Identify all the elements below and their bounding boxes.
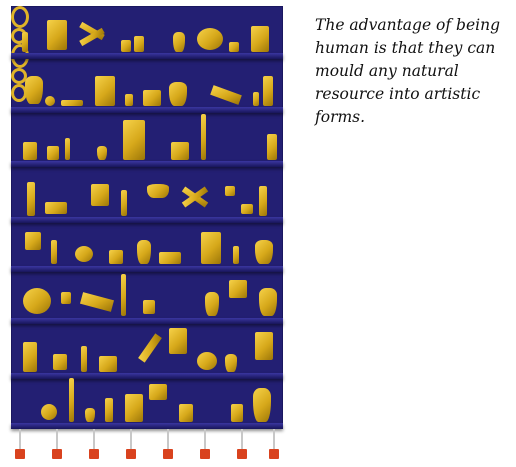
hook: [200, 429, 210, 459]
gold-miniature: [171, 142, 189, 160]
gold-miniature: [61, 100, 83, 106]
gold-miniature: [134, 36, 144, 52]
hook-tip: [237, 449, 247, 459]
shelf: [11, 161, 283, 167]
gold-miniature: [22, 32, 28, 52]
gold-miniature: [53, 354, 67, 370]
gold-miniature: [201, 232, 221, 264]
gold-miniature: [241, 204, 253, 214]
hook: [52, 429, 62, 459]
hook: [89, 429, 99, 459]
gold-miniature: [197, 352, 217, 370]
gold-miniature: [251, 26, 269, 52]
gold-miniature: [231, 404, 243, 422]
gold-miniature: [47, 20, 67, 50]
gold-miniature: [91, 184, 109, 206]
hook-row: [11, 429, 283, 463]
gold-miniature: [259, 288, 277, 316]
hook: [237, 429, 247, 459]
hook: [269, 429, 279, 459]
gold-miniature: [23, 142, 37, 160]
gold-miniature: [123, 120, 145, 160]
shelf: [11, 217, 283, 223]
gold-miniature: [138, 333, 162, 363]
shelf: [11, 318, 283, 324]
gold-miniature: [75, 246, 93, 262]
gold-miniature: [263, 76, 273, 106]
gold-miniature: [205, 292, 219, 316]
shelf: [11, 107, 283, 113]
gold-miniature: [79, 292, 115, 312]
hook-tip: [126, 449, 136, 459]
gold-miniature: [23, 288, 51, 314]
hook: [163, 429, 173, 459]
gold-miniature: [51, 240, 57, 264]
gold-miniature: [11, 68, 27, 84]
gold-miniature: [267, 134, 277, 160]
gold-miniature: [105, 398, 113, 422]
gold-miniature: [201, 114, 206, 160]
gold-miniature: [255, 240, 273, 264]
gold-miniature: [169, 328, 187, 354]
gold-miniature: [149, 384, 167, 400]
gold-miniature: [41, 404, 57, 420]
gold-miniature: [95, 76, 115, 106]
gold-miniature: [121, 274, 126, 316]
gold-miniature: [233, 246, 239, 264]
gold-miniature: [197, 28, 223, 50]
gold-miniature: [143, 300, 155, 314]
gold-miniature: [225, 354, 237, 372]
gold-miniature: [225, 186, 235, 196]
gold-miniature: [25, 232, 41, 250]
hook-tip: [15, 449, 25, 459]
gold-miniature: [125, 94, 133, 106]
hook: [15, 429, 25, 459]
gold-miniature: [255, 332, 273, 360]
gold-miniature: [45, 202, 67, 214]
shelf: [11, 423, 283, 429]
gold-miniature: [137, 240, 151, 264]
hook-tip: [89, 449, 99, 459]
gold-miniature: [179, 404, 193, 422]
gold-miniature: [121, 190, 127, 216]
gold-miniature: [27, 182, 35, 216]
gold-miniature: [125, 394, 143, 422]
gold-miniature: [147, 184, 169, 198]
gold-miniature: [169, 82, 187, 106]
hook-tip: [269, 449, 279, 459]
gold-miniature: [97, 146, 107, 160]
gold-miniature: [45, 96, 55, 106]
gold-miniature: [99, 356, 117, 372]
gold-miniature: [69, 378, 74, 422]
hook-tip: [163, 449, 173, 459]
gold-miniature: [229, 280, 247, 298]
gold-miniature: [253, 388, 271, 422]
caption-text: The advantage of being human is that the…: [315, 16, 501, 126]
gold-miniature: [229, 42, 239, 52]
shelf: [11, 373, 283, 379]
hook-tip: [52, 449, 62, 459]
gold-miniature: [259, 186, 267, 216]
hook: [126, 429, 136, 459]
gold-miniature: [143, 90, 161, 106]
gold-miniature: [11, 6, 29, 28]
gold-miniature: [47, 146, 59, 160]
gold-miniature: [61, 292, 71, 304]
gold-miniature: [65, 138, 70, 160]
shelf: [11, 266, 283, 272]
gold-miniature: [253, 92, 259, 106]
gold-miniature: [25, 76, 43, 104]
gold-miniature: [109, 250, 123, 264]
gold-miniature: [121, 40, 131, 52]
artwork-panel: [11, 6, 283, 429]
gold-miniature: [81, 346, 87, 372]
gold-miniature: [85, 408, 95, 422]
hook-tip: [200, 449, 210, 459]
gold-miniature: [210, 85, 242, 105]
gold-miniature: [23, 342, 37, 372]
gold-miniature: [173, 32, 185, 52]
gold-miniature: [159, 252, 181, 264]
shelf: [11, 53, 283, 59]
